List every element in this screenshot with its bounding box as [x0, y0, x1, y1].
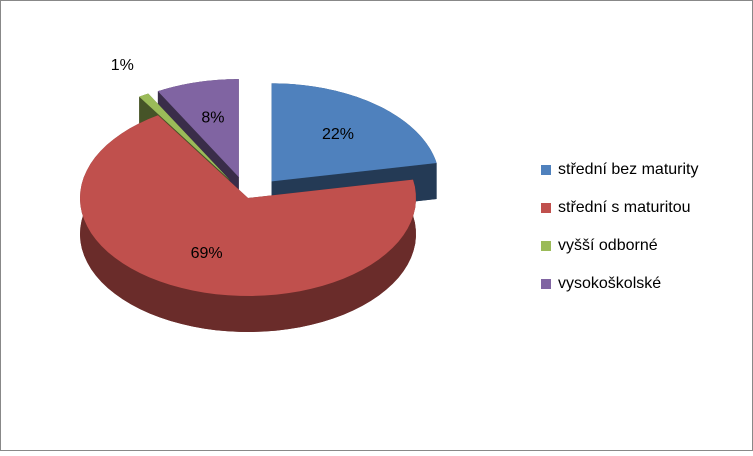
pie: 8% 1% 22% 69% [80, 57, 437, 332]
legend-label: střední bez maturity [558, 161, 699, 178]
slice [139, 93, 230, 180]
data-label: 22% [322, 126, 354, 143]
slice [271, 83, 437, 182]
legend-label: vysokoškolské [558, 275, 661, 292]
slice [80, 115, 416, 296]
legend-swatch [541, 241, 551, 251]
legend-label: střední s maturitou [558, 199, 691, 216]
data-label: 69% [191, 245, 223, 262]
legend-swatch [541, 203, 551, 213]
data-label: 8% [201, 109, 224, 126]
legend-swatch [541, 165, 551, 175]
slice [157, 79, 239, 178]
slice: 69% [80, 115, 416, 332]
data-label: 1% [111, 57, 134, 74]
legend: střední bez maturity střední s maturitou v… [541, 161, 699, 292]
legend-swatch [541, 279, 551, 289]
legend-label: vyšší odborné [558, 237, 658, 254]
